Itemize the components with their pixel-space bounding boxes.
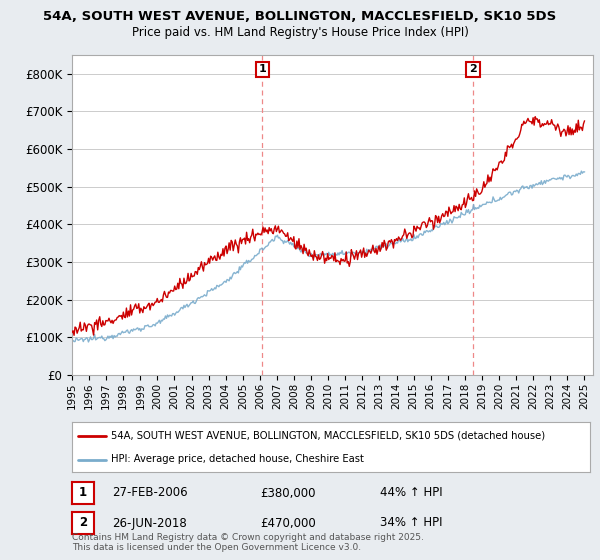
Text: 54A, SOUTH WEST AVENUE, BOLLINGTON, MACCLESFIELD, SK10 5DS: 54A, SOUTH WEST AVENUE, BOLLINGTON, MACC… [43, 10, 557, 23]
Text: 27-FEB-2006: 27-FEB-2006 [112, 487, 188, 500]
Text: 2: 2 [469, 64, 477, 74]
Text: 54A, SOUTH WEST AVENUE, BOLLINGTON, MACCLESFIELD, SK10 5DS (detached house): 54A, SOUTH WEST AVENUE, BOLLINGTON, MACC… [111, 431, 545, 441]
Text: 34% ↑ HPI: 34% ↑ HPI [380, 516, 443, 530]
Text: HPI: Average price, detached house, Cheshire East: HPI: Average price, detached house, Ches… [111, 455, 364, 464]
Text: Price paid vs. HM Land Registry's House Price Index (HPI): Price paid vs. HM Land Registry's House … [131, 26, 469, 39]
Text: 2: 2 [79, 516, 87, 530]
Text: 44% ↑ HPI: 44% ↑ HPI [380, 487, 443, 500]
Text: 1: 1 [259, 64, 266, 74]
Text: 26-JUN-2018: 26-JUN-2018 [112, 516, 187, 530]
Text: £470,000: £470,000 [260, 516, 316, 530]
Text: Contains HM Land Registry data © Crown copyright and database right 2025.
This d: Contains HM Land Registry data © Crown c… [72, 533, 424, 552]
Text: 1: 1 [79, 487, 87, 500]
Text: £380,000: £380,000 [260, 487, 316, 500]
